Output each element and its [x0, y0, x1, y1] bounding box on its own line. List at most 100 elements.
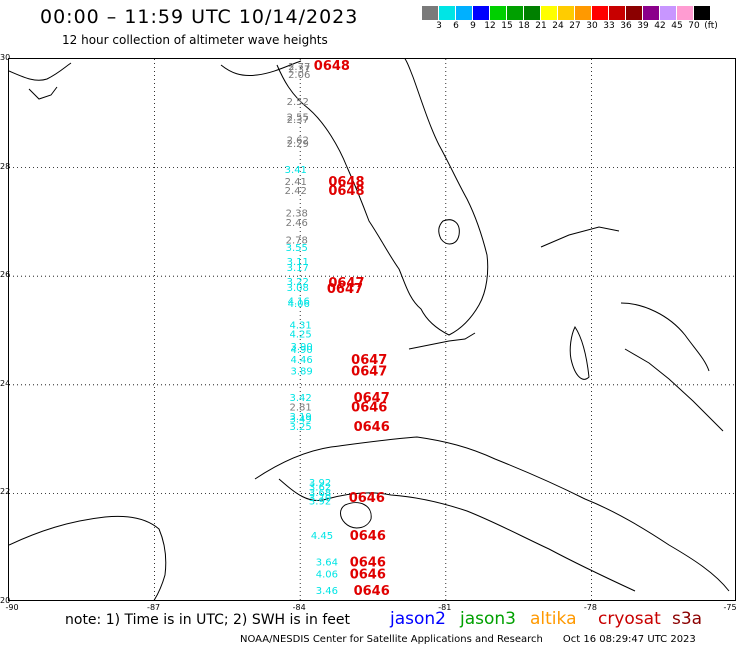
- pass-time-label: 0646: [354, 420, 390, 435]
- swh-value: 2.81: [290, 402, 312, 413]
- swh-value: 3.49: [290, 414, 312, 425]
- pass-time-label: 0646: [354, 584, 390, 599]
- swh-value: 3.41: [285, 165, 307, 176]
- cuba-coast: [254, 436, 730, 592]
- colorbar-label: 33: [603, 21, 615, 31]
- units-note: note: 1) Time is in UTC; 2) SWH is in fe…: [65, 612, 351, 628]
- swh-value: 3.64: [316, 558, 338, 569]
- lat-label: 22: [0, 487, 11, 497]
- colorbar-swatch: [694, 6, 711, 20]
- swh-value: 4.25: [290, 330, 312, 341]
- colorbar-label: 39: [637, 21, 649, 31]
- lon-label: -90: [5, 603, 19, 612]
- pass-time-labels: 0648064806480647064706470647064706460646…: [314, 59, 390, 599]
- colorbar-label: 42: [654, 21, 666, 31]
- swh-value: 3.55: [286, 243, 308, 254]
- colorbar-label: 70: [688, 21, 700, 31]
- swh-value: 2.38: [286, 208, 308, 219]
- isla-juventud: [340, 502, 372, 529]
- swh-value: 4.90: [290, 345, 312, 356]
- florida-keys: [408, 332, 476, 350]
- swh-value: 2.55: [287, 112, 309, 123]
- pass-time-label: 0648: [328, 175, 364, 190]
- pass-time-label: 0646: [350, 568, 386, 583]
- swh-value: 3.70: [309, 493, 331, 504]
- swh-value: 3.11: [287, 257, 309, 268]
- swh-value: 2.46: [286, 218, 308, 229]
- swh-value: 3.25: [290, 422, 312, 433]
- pass-time-label: 0648: [328, 184, 364, 199]
- swh-value: 3.22: [287, 277, 309, 288]
- swh-value: 2.41: [285, 177, 307, 188]
- bahamas-grand: [540, 226, 620, 248]
- swh-value: 3.68: [309, 488, 331, 499]
- pass-time-label: 0647: [327, 282, 363, 297]
- swh-value: 2.52: [287, 97, 309, 108]
- pass-time-label: 0647: [328, 276, 364, 291]
- lat-label: 28: [0, 161, 11, 171]
- swh-value: 3.89: [290, 366, 312, 377]
- swh-value: 3.46: [316, 586, 338, 597]
- legend-jason2: jason2: [390, 609, 446, 629]
- colorbar-swatch: [643, 6, 660, 20]
- pass-time-label: 0647: [351, 353, 387, 368]
- colorbar-swatch: [558, 6, 575, 20]
- swh-colorbar: [422, 6, 711, 20]
- legend-jason3: jason3: [460, 609, 516, 629]
- colorbar-label: 3: [436, 21, 442, 31]
- swh-value: 2.06: [288, 70, 310, 81]
- map-subtitle: 12 hour collection of altimeter wave hei…: [62, 33, 328, 47]
- lon-label: -81: [438, 603, 452, 612]
- lat-label: 24: [0, 378, 11, 388]
- swh-value: 3.92: [309, 478, 331, 489]
- bahamas-eleuthera: [620, 302, 710, 372]
- swh-value: 4.06: [288, 299, 310, 310]
- swh-value: 3.08: [287, 283, 309, 294]
- lat-label: 30: [0, 53, 11, 62]
- colorbar-swatch: [524, 6, 541, 20]
- colorbar-swatch: [507, 6, 524, 20]
- colorbar-swatch: [541, 6, 558, 20]
- colorbar-label: 36: [620, 21, 632, 31]
- colorbar-label: 6: [453, 21, 459, 31]
- swh-value: 3.19: [290, 412, 312, 423]
- gulf-coast-marsh: [28, 86, 58, 100]
- colorbar-label: 30: [586, 21, 598, 31]
- gulf-coast-west: [9, 62, 72, 81]
- colorbar-swatch: [422, 6, 439, 20]
- colorbar-swatch: [575, 6, 592, 20]
- colorbar-label: 27: [569, 21, 581, 31]
- bahamas-exuma: [624, 348, 724, 432]
- colorbar-swatch: [490, 6, 507, 20]
- lon-label: -87: [147, 603, 161, 612]
- colorbar-label: 9: [470, 21, 476, 31]
- lon-label: -78: [583, 603, 597, 612]
- swh-value: 3.90: [290, 342, 312, 353]
- swh-value: 4.16: [288, 296, 310, 307]
- pass-time-label: 0647: [354, 391, 390, 406]
- colorbar-label: 12: [484, 21, 496, 31]
- lon-label: -84: [292, 603, 306, 612]
- colorbar-label: 24: [552, 21, 564, 31]
- lake-okeechobee: [438, 219, 460, 245]
- generated-timestamp: Oct 16 08:29:47 UTC 2023: [562, 634, 696, 645]
- pass-time-label: 0646: [349, 491, 385, 506]
- lat-label: 26: [0, 270, 11, 280]
- swh-value: 2.29: [287, 139, 309, 150]
- swh-value: 3.62: [309, 483, 331, 494]
- colorbar-label: 45: [671, 21, 683, 31]
- colorbar-swatch: [456, 6, 473, 20]
- colorbar-label: 21: [535, 21, 547, 31]
- agency-credit: NOAA/NESDIS Center for Satellite Applica…: [240, 634, 543, 645]
- colorbar-swatch: [439, 6, 456, 20]
- map-title: 00:00 – 11:59 UTC 10/14/2023: [40, 6, 359, 28]
- swh-value: 2.37: [288, 65, 310, 76]
- swh-value: 2.42: [285, 186, 307, 197]
- pass-time-label: 0646: [350, 556, 386, 571]
- legend-cryosat: cryosat: [598, 609, 661, 629]
- swh-value: 4.31: [290, 320, 312, 331]
- swh-value: 2.78: [286, 236, 308, 247]
- footer: NOAA/NESDIS Center for Satellite Applica…: [240, 634, 696, 645]
- legend-altika: altika: [530, 609, 577, 629]
- bahamas-andros: [569, 326, 590, 380]
